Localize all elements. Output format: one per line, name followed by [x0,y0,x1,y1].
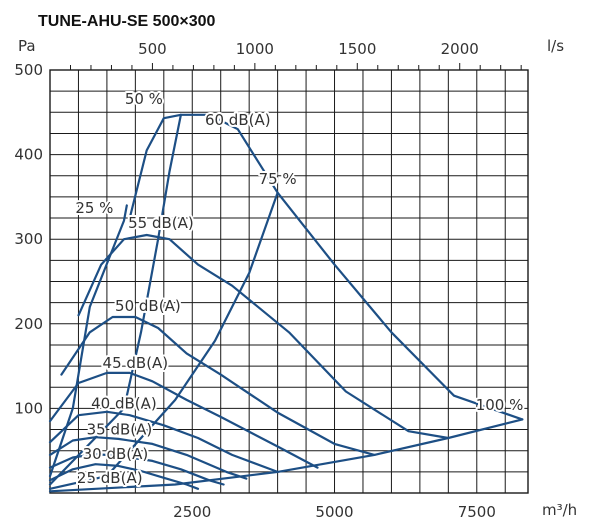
bottom-axis-unit: m³/h [542,501,577,519]
curve-label: 40 dB(A) [91,394,157,412]
curve-series [60,315,376,456]
x-tick-label-bottom: 7500 [458,503,496,521]
y-tick-label: 300 [14,230,43,248]
y-tick-label: 500 [14,61,43,79]
x-tick-label-top: 1500 [338,40,376,58]
curve-series [48,453,225,486]
tick-layer: 100 200 300 400 500 2500 5000 7500 500 1000 1500 20… [14,40,522,521]
curve-series [48,410,279,473]
curve-label: 25 % [75,199,113,217]
curve-series [48,113,182,486]
curve-layer [48,113,524,493]
curve-label: 50 % [125,90,163,108]
curve-label: 60 dB(A) [205,111,271,129]
curve-series [48,191,279,490]
plot-frame [49,69,529,494]
x-tick-label-top: 1000 [236,40,274,58]
curve-label: 35 dB(A) [87,421,153,439]
curve-label: 25 dB(A) [77,469,143,487]
curve-label: 75 % [259,170,297,188]
y-tick-label: 200 [14,315,43,333]
curve-label: 55 dB(A) [128,214,194,232]
label-layer: 50 % 60 dB(A) 75 % 25 % 55 dB(A) 50 dB(A) 45 d… [73,88,525,489]
x-tick-label-bottom: 2500 [173,503,211,521]
curve-label: 45 dB(A) [103,354,169,372]
curve-series [48,463,200,490]
curve-label: 100 % [476,396,524,414]
top-axis-unit: l/s [547,37,564,55]
y-tick-label: 400 [14,146,43,164]
x-tick-label-top: 500 [138,40,167,58]
y-tick-label: 100 [14,399,43,417]
curve-series [48,418,524,493]
x-tick-label-bottom: 5000 [315,503,353,521]
curve-label: 30 dB(A) [83,445,149,463]
curve-series [77,233,450,440]
y-axis-unit: Pa [18,37,36,55]
chart-title: TUNE-AHU-SE 500×300 [38,13,216,30]
curve-label: 50 dB(A) [115,297,181,315]
curve-series [48,371,319,469]
x-tick-label-top: 2000 [441,40,479,58]
curve-series [128,113,524,421]
curve-series [48,436,248,480]
curve-series [48,204,128,478]
grid-layer [49,69,529,494]
